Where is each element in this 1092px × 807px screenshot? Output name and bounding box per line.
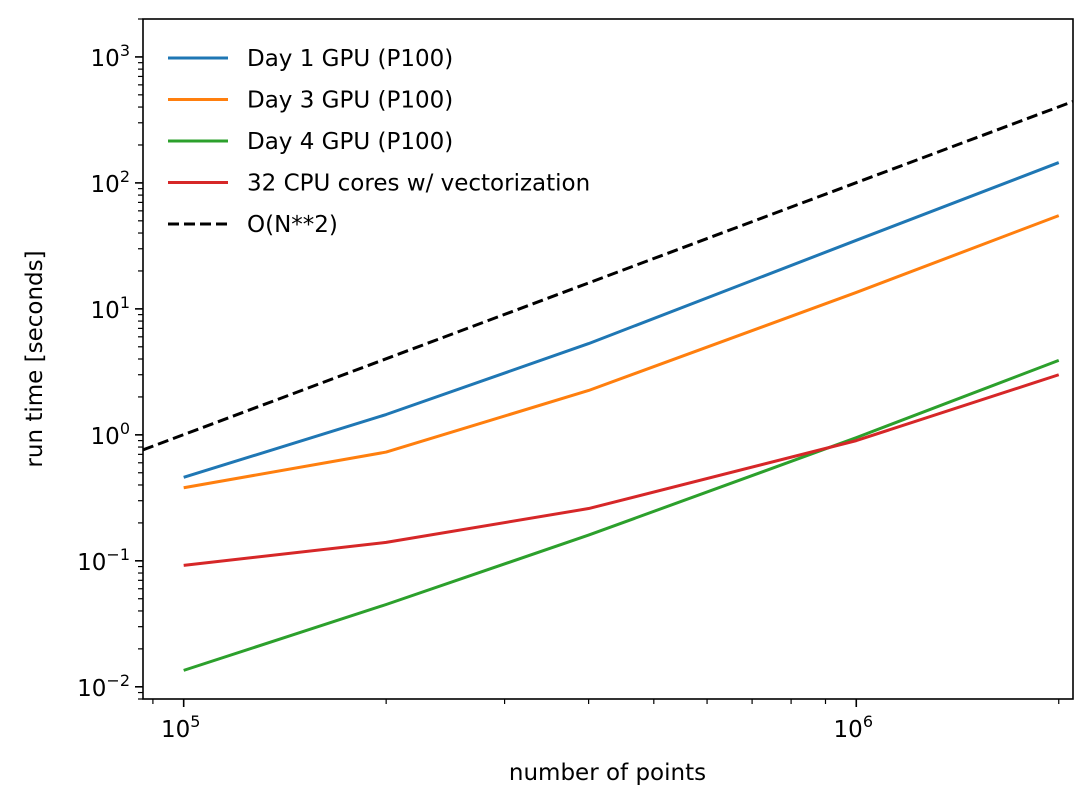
x-axis-label: number of points (509, 760, 706, 786)
plot-lines (143, 100, 1073, 672)
legend: Day 1 GPU (P100) Day 3 GPU (P100) Day 4 GP… (168, 46, 590, 238)
legend-label-3: 32 CPU cores w/ vectorization (247, 171, 590, 197)
y-tick-label: 103 (91, 41, 130, 72)
series-line-4 (143, 100, 1073, 452)
series-line-0 (183, 161, 1060, 479)
y-tick-label: 10−1 (77, 545, 130, 576)
series-line-1 (183, 214, 1060, 490)
plot-frame (142, 18, 1074, 700)
y-tick-label: 10−2 (77, 671, 130, 702)
y-tick-label: 101 (91, 293, 130, 324)
axes: 105 106 10−2 10−1 100 101 102 103 (77, 18, 1074, 743)
legend-label-2: Day 4 GPU (P100) (247, 129, 453, 155)
series-line-3 (183, 373, 1060, 567)
y-tick-label: 100 (91, 419, 130, 450)
x-tick-label: 105 (161, 712, 200, 743)
y-tick-label: 102 (91, 167, 130, 198)
legend-label-4: O(N**2) (247, 212, 338, 238)
legend-label-1: Day 3 GPU (P100) (247, 88, 453, 114)
legend-label-0: Day 1 GPU (P100) (247, 46, 453, 72)
series-line-2 (183, 358, 1060, 672)
x-tick-label: 106 (834, 712, 873, 743)
y-axis-label: run time [seconds] (22, 250, 48, 467)
